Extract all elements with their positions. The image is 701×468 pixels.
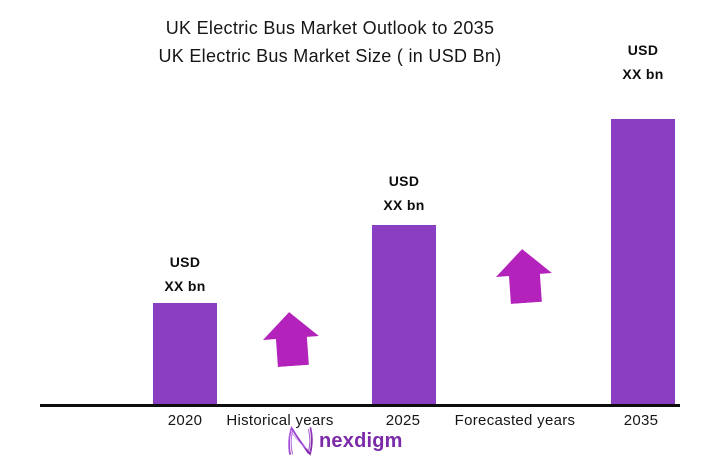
growth-arrow-icon [262, 312, 319, 367]
x-tick-2035: 2035 [623, 412, 659, 429]
bar-value-label-2035: USD XX bn [603, 38, 683, 86]
chart-title: UK Electric Bus Market Outlook to 2035 [165, 18, 495, 38]
nexdigm-logo-text: nexdigm [319, 430, 403, 452]
bar-2025 [372, 225, 436, 406]
bar-value-line: XX bn [164, 278, 206, 294]
nexdigm-logo-icon [288, 426, 313, 456]
growth-arrow-icon [495, 249, 552, 304]
bar-2020 [153, 303, 217, 406]
bar-value-line: USD [388, 173, 420, 189]
x-tick-2025: 2025 [385, 412, 421, 429]
x-axis-line [40, 404, 680, 407]
annotation-forecasted-years: Forecasted years [454, 412, 576, 429]
bar-value-line: USD [627, 42, 659, 58]
nexdigm-logo: nexdigm [287, 426, 403, 456]
bar-value-label-2025: USD XX bn [364, 169, 444, 217]
chart-subtitle: UK Electric Bus Market Size ( in USD Bn) [158, 46, 502, 66]
bar-value-line: USD [169, 254, 201, 270]
bar-value-line: XX bn [622, 66, 664, 82]
annotation-historical-years: Historical years [226, 412, 334, 429]
bar-value-line: XX bn [383, 197, 425, 213]
bar-value-label-2020: USD XX bn [145, 250, 225, 298]
x-tick-2020: 2020 [167, 412, 203, 429]
bar-2035 [611, 119, 675, 406]
